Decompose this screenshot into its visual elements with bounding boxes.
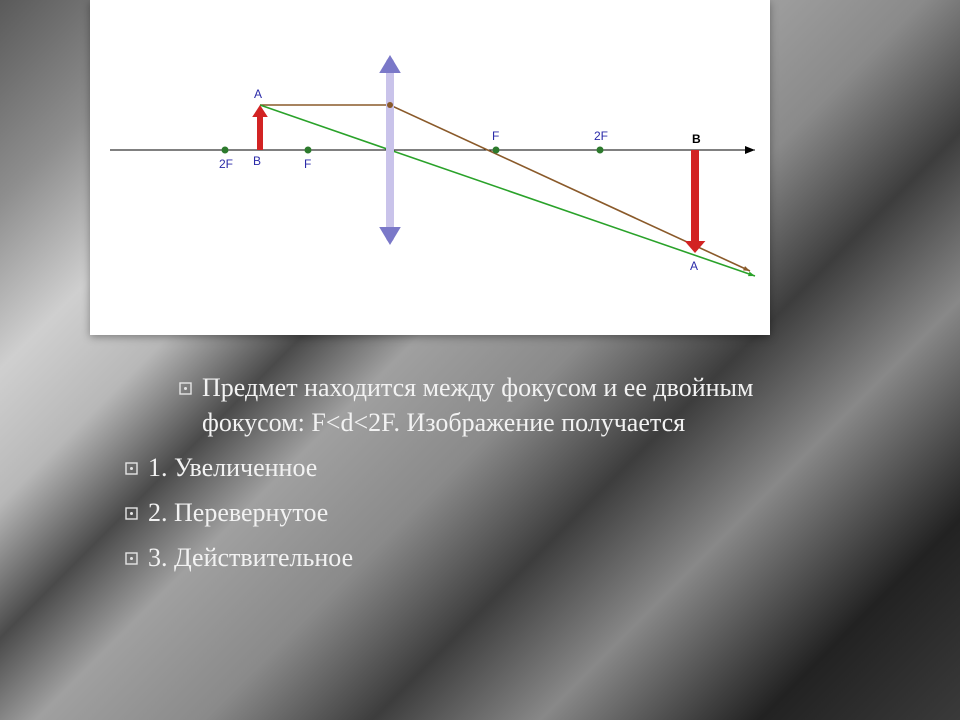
focal-point (597, 147, 604, 154)
image-arrow-arrowhead-icon (685, 241, 706, 253)
caption-paragraph: Предмет находится между фокусом и ее дво… (202, 370, 810, 440)
ray-arrowhead-icon (748, 272, 755, 277)
bullet-icon (114, 454, 148, 482)
caption-list: 1. Увеличенное 2. Перевернутое 3. Действит… (110, 450, 810, 575)
focal-point (493, 147, 500, 154)
caption-list-item-text: 2. Перевернутое (148, 495, 810, 530)
caption-list-item: 1. Увеличенное (110, 450, 810, 485)
lens-arrow-bottom-icon (379, 227, 401, 245)
ray-1 (260, 105, 755, 276)
lens-diagram-panel: 2F F F 2F A B B A (90, 0, 770, 335)
caption-list-item-text: 3. Действительное (148, 540, 810, 575)
bullet-icon (114, 499, 148, 527)
lens-arrow-top-icon (379, 55, 401, 73)
caption-block: Предмет находится между фокусом и ее дво… (110, 370, 810, 585)
bullet-icon (168, 374, 202, 402)
caption-list-item: 3. Действительное (110, 540, 810, 575)
caption-paragraph-row: Предмет находится между фокусом и ее дво… (110, 370, 810, 440)
focal-point-label: F (304, 157, 311, 171)
image-label-B: B (692, 132, 701, 146)
ray-lens-intersection (387, 102, 393, 108)
bullet-icon (114, 544, 148, 572)
focal-point-label: 2F (594, 129, 608, 143)
object-label-B: B (253, 154, 261, 168)
object-label-A: A (254, 87, 262, 101)
focal-point (305, 147, 312, 154)
lens-diagram-svg: 2F F F 2F A B B A (90, 0, 770, 335)
caption-list-item: 2. Перевернутое (110, 495, 810, 530)
image-label-A: A (690, 259, 698, 273)
ray-arrowhead-icon (743, 266, 750, 271)
focal-point (222, 147, 229, 154)
focal-point-label: 2F (219, 157, 233, 171)
caption-list-item-text: 1. Увеличенное (148, 450, 810, 485)
focal-point-label: F (492, 129, 499, 143)
axis-arrowhead-icon (745, 146, 755, 154)
